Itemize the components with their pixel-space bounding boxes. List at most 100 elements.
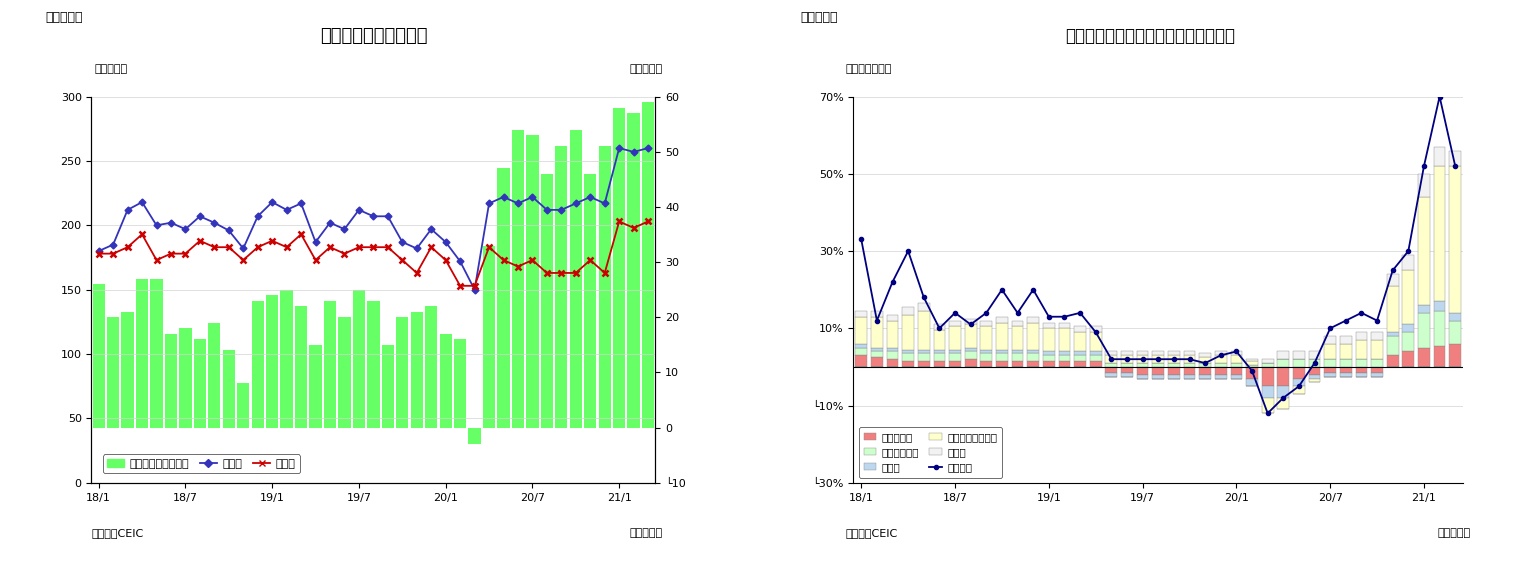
Bar <box>439 334 451 428</box>
Bar <box>1402 270 1414 324</box>
Bar <box>872 348 882 352</box>
Bar <box>1105 352 1117 356</box>
Bar <box>1012 327 1024 349</box>
Bar <box>997 361 1007 367</box>
Bar <box>180 328 192 428</box>
Bar <box>1090 352 1102 356</box>
輸出合計 <box>962 321 980 328</box>
Bar <box>1184 352 1195 356</box>
Bar <box>555 146 567 428</box>
輸出合計 <box>1181 356 1199 362</box>
輸出合計 <box>1134 356 1152 362</box>
Bar <box>980 320 992 327</box>
Bar <box>1167 363 1180 367</box>
Bar <box>1402 332 1414 352</box>
Text: （図表７）: （図表７） <box>46 11 84 24</box>
Bar <box>1247 365 1257 367</box>
Bar <box>122 312 134 428</box>
Bar <box>1340 367 1352 373</box>
Bar <box>1042 323 1055 328</box>
Text: （前年同月比）: （前年同月比） <box>846 64 892 74</box>
Bar <box>1262 386 1274 398</box>
Bar <box>872 317 882 348</box>
Bar <box>1042 361 1055 367</box>
Text: （億ドル）: （億ドル） <box>94 64 128 74</box>
Bar <box>338 318 351 428</box>
Bar <box>1137 352 1149 356</box>
Bar <box>1355 373 1367 377</box>
Bar <box>1074 327 1087 332</box>
輸出合計 <box>1289 383 1308 390</box>
Bar <box>1042 356 1055 361</box>
Bar <box>642 102 654 428</box>
Bar <box>468 428 480 444</box>
Bar <box>1434 301 1445 311</box>
Bar <box>1027 361 1039 367</box>
Bar <box>1449 166 1462 313</box>
Bar <box>512 130 524 428</box>
Bar <box>997 323 1007 349</box>
輸出合計 <box>852 236 870 243</box>
Bar <box>1324 367 1337 373</box>
Bar <box>1292 367 1305 378</box>
Bar <box>1292 386 1305 394</box>
Bar <box>526 135 538 428</box>
Bar <box>1090 361 1102 367</box>
Bar <box>965 352 977 359</box>
Bar <box>855 344 867 348</box>
Bar <box>325 300 337 428</box>
Bar <box>1152 356 1164 363</box>
Bar <box>1152 375 1164 378</box>
Bar <box>1309 359 1320 367</box>
Bar <box>902 315 914 349</box>
Bar <box>1340 336 1352 344</box>
Bar <box>1419 174 1430 197</box>
Bar <box>917 361 930 367</box>
Bar <box>209 323 221 428</box>
Bar <box>238 383 250 428</box>
輸出合計 <box>1337 317 1355 324</box>
Bar <box>1059 328 1070 352</box>
Bar <box>1387 286 1399 332</box>
Bar <box>1090 327 1102 332</box>
Bar <box>1340 344 1352 359</box>
Bar <box>855 311 867 317</box>
Bar <box>1277 359 1289 367</box>
Bar <box>872 352 882 357</box>
Bar <box>997 353 1007 361</box>
Bar <box>1355 332 1367 340</box>
Text: （年／月）: （年／月） <box>629 528 663 538</box>
Bar <box>1419 313 1430 348</box>
Bar <box>1137 375 1149 378</box>
Bar <box>1247 359 1257 361</box>
Bar <box>917 303 930 311</box>
Bar <box>902 349 914 353</box>
Bar <box>1402 324 1414 332</box>
Bar <box>410 312 422 428</box>
Bar <box>887 348 898 352</box>
Bar <box>165 334 177 428</box>
Bar <box>1074 356 1087 361</box>
Bar <box>872 311 882 317</box>
Bar <box>1309 378 1320 382</box>
Bar <box>107 318 119 428</box>
Bar <box>1292 378 1305 386</box>
Bar <box>1372 359 1382 367</box>
Bar <box>1434 311 1445 346</box>
Bar <box>1199 367 1212 375</box>
Bar <box>151 279 163 428</box>
輸出合計 <box>1009 310 1027 316</box>
Bar <box>251 300 264 428</box>
Bar <box>1387 336 1399 356</box>
Text: マレーシア　貿易収支: マレーシア 貿易収支 <box>320 27 427 45</box>
輸出合計 <box>884 278 902 285</box>
Legend: 貿易収支（右目盛）, 輸出額, 輸入額: 貿易収支（右目盛）, 輸出額, 輸入額 <box>102 454 300 473</box>
輸出合計 <box>1227 348 1245 355</box>
Bar <box>1340 359 1352 367</box>
輸出合計 <box>930 325 948 332</box>
Bar <box>980 349 992 353</box>
輸出合計 <box>1149 356 1167 362</box>
Bar <box>454 339 466 428</box>
Bar <box>1247 361 1257 365</box>
Bar <box>1027 353 1039 361</box>
